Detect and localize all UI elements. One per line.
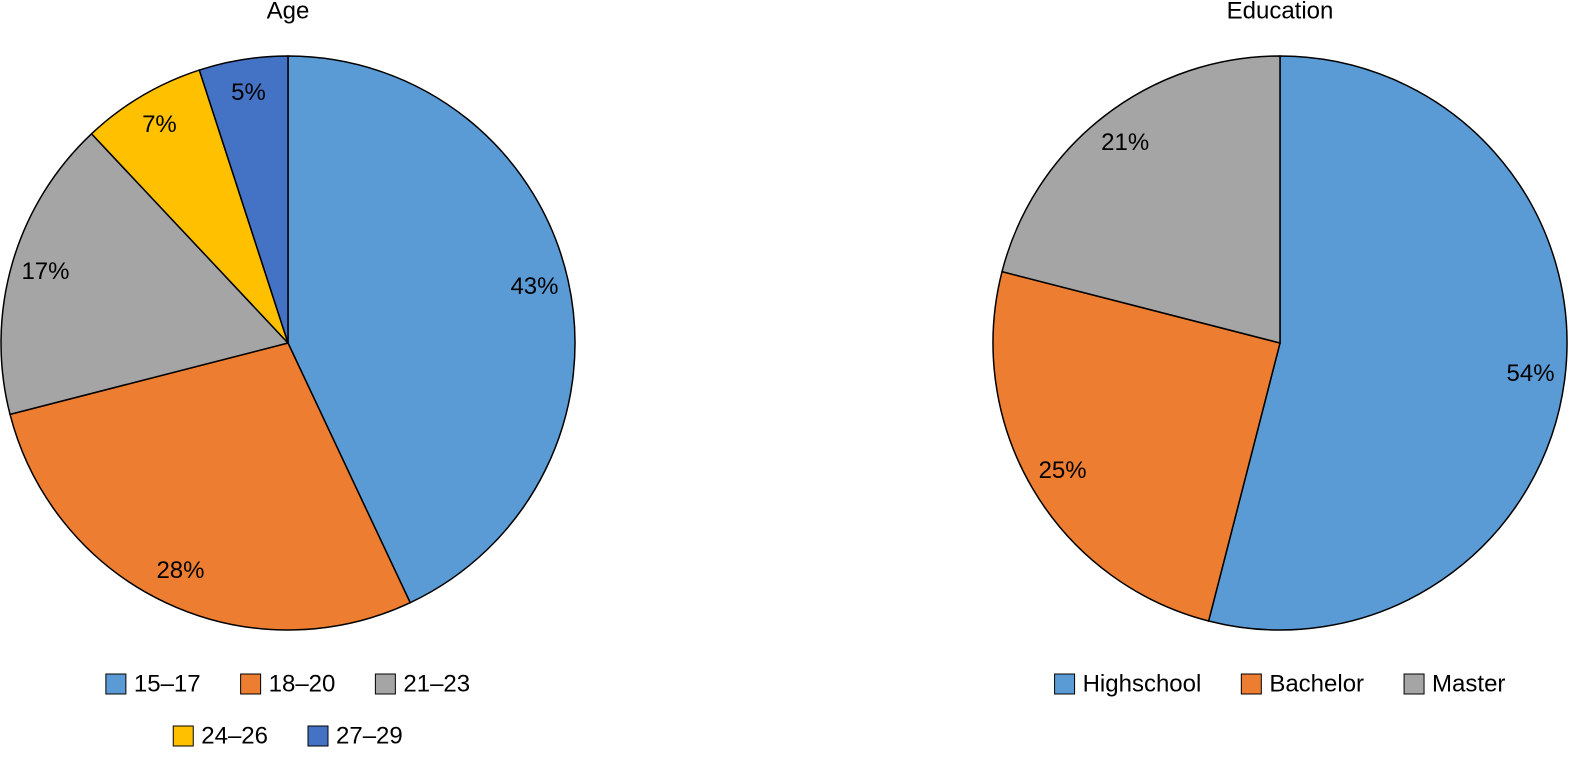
pie-slice (0, 132, 290, 416)
legend-label: 24–26 (201, 722, 268, 749)
legend-label: Bachelor (1269, 670, 1364, 697)
pie-slice (992, 270, 1281, 622)
legend-label: Highschool (1083, 670, 1202, 697)
data-label: 54% (1507, 360, 1555, 387)
legend-item: 27–29 (307, 722, 403, 749)
legend-swatch (1403, 673, 1425, 695)
legend-swatch (172, 725, 194, 747)
legend-swatch (307, 725, 329, 747)
data-label: 21% (1101, 129, 1149, 156)
legend-label: 18–20 (269, 670, 336, 697)
legend-item: 24–26 (172, 722, 268, 749)
data-label: 17% (21, 258, 69, 285)
legend-item: 21–23 (374, 670, 470, 697)
data-label: 28% (156, 557, 204, 584)
data-label: 43% (510, 273, 558, 300)
pie-slice (198, 55, 289, 344)
legend-swatch (105, 673, 127, 695)
pie-slice (1207, 55, 1568, 631)
pie-slice (287, 55, 576, 604)
legend-swatch (240, 673, 262, 695)
chart-title: Education (1227, 0, 1334, 24)
legend-swatch (1240, 673, 1262, 695)
legend-swatch (374, 673, 396, 695)
legend-label: 21–23 (403, 670, 470, 697)
legend-item: Highschool (1054, 670, 1202, 697)
legend-swatch (1054, 673, 1076, 695)
pie-slice (1001, 55, 1281, 344)
data-label: 25% (1039, 457, 1087, 484)
legend-label: 27–29 (336, 722, 403, 749)
data-label: 5% (231, 79, 266, 106)
legend-item: 15–17 (105, 670, 201, 697)
pie-slice (9, 342, 412, 631)
legend-item: 18–20 (240, 670, 336, 697)
legend-item: Master (1403, 670, 1505, 697)
data-label: 7% (142, 111, 177, 138)
pie-slice (90, 69, 289, 344)
legend-label: 15–17 (134, 670, 201, 697)
chart-title: Age (267, 0, 310, 24)
legend-item: Bachelor (1240, 670, 1364, 697)
legend-label: Master (1432, 670, 1505, 697)
